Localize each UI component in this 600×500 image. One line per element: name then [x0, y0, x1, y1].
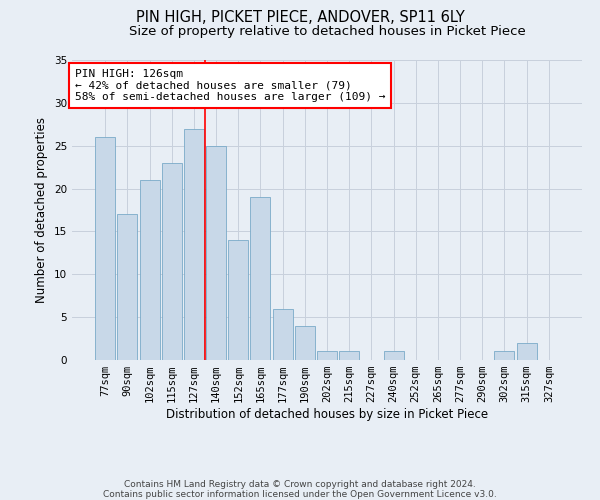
Bar: [295, 326, 315, 360]
Bar: [250, 197, 271, 360]
Bar: [184, 128, 204, 360]
Bar: [517, 343, 536, 360]
X-axis label: Distribution of detached houses by size in Picket Piece: Distribution of detached houses by size …: [166, 408, 488, 421]
Y-axis label: Number of detached properties: Number of detached properties: [35, 117, 49, 303]
Bar: [206, 146, 226, 360]
Text: PIN HIGH: 126sqm
← 42% of detached houses are smaller (79)
58% of semi-detached : PIN HIGH: 126sqm ← 42% of detached house…: [74, 69, 385, 102]
Bar: [95, 137, 115, 360]
Bar: [118, 214, 137, 360]
Bar: [140, 180, 160, 360]
Bar: [339, 352, 359, 360]
Bar: [383, 352, 404, 360]
Bar: [228, 240, 248, 360]
Text: PIN HIGH, PICKET PIECE, ANDOVER, SP11 6LY: PIN HIGH, PICKET PIECE, ANDOVER, SP11 6L…: [136, 10, 464, 25]
Text: Contains HM Land Registry data © Crown copyright and database right 2024.
Contai: Contains HM Land Registry data © Crown c…: [103, 480, 497, 499]
Title: Size of property relative to detached houses in Picket Piece: Size of property relative to detached ho…: [128, 25, 526, 38]
Bar: [317, 352, 337, 360]
Bar: [494, 352, 514, 360]
Bar: [272, 308, 293, 360]
Bar: [162, 163, 182, 360]
